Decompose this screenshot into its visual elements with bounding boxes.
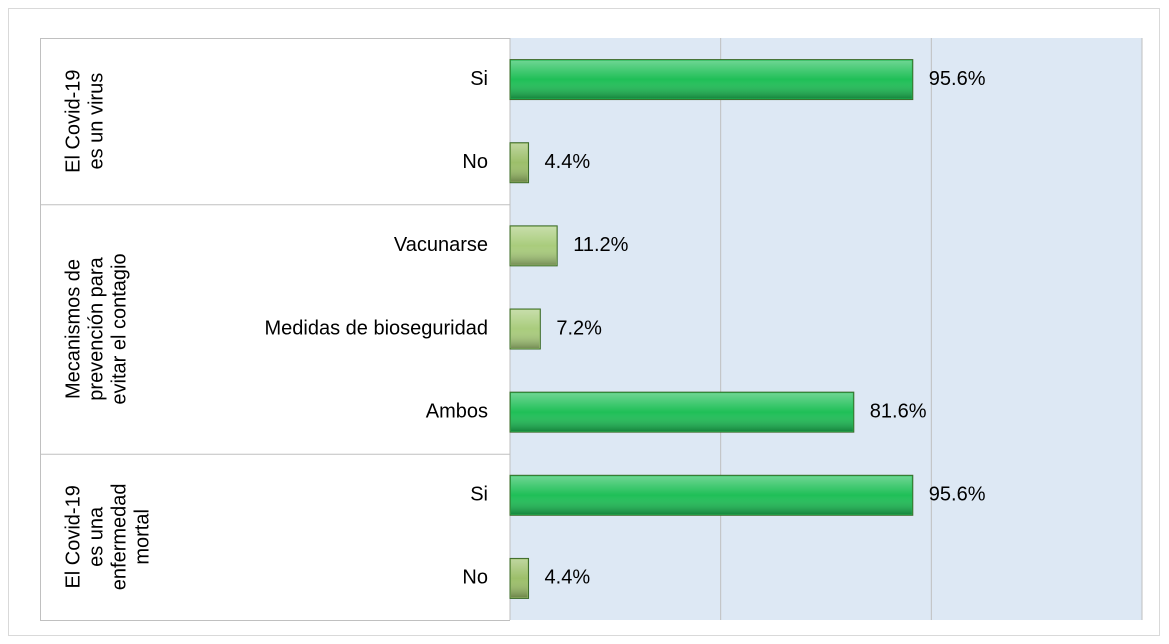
- group-label: es un virus: [85, 73, 107, 170]
- category-label: Si: [470, 68, 488, 90]
- group-label: enfermedad: [108, 483, 130, 590]
- bar-shade: [511, 476, 912, 515]
- group-label: prevención para: [85, 256, 107, 400]
- bar-shade: [511, 559, 528, 598]
- category-label: Ambos: [426, 400, 488, 422]
- value-label: 95.6%: [929, 68, 986, 90]
- value-label: 4.4%: [545, 151, 591, 173]
- group-label: es una: [85, 506, 107, 567]
- plot-area: [510, 38, 1142, 620]
- group-label: evitar el contagio: [108, 253, 130, 404]
- value-label: 7.2%: [556, 317, 602, 339]
- value-label: 81.6%: [870, 400, 927, 422]
- value-label: 11.2%: [573, 234, 628, 256]
- bar-shade: [511, 226, 557, 265]
- category-label: Vacunarse: [394, 234, 488, 256]
- bar-shade: [511, 143, 528, 182]
- value-label: 4.4%: [545, 567, 591, 589]
- category-label: Si: [470, 484, 488, 506]
- category-label: Medidas de bioseguridad: [265, 317, 489, 339]
- bar-shade: [511, 393, 853, 432]
- category-label: No: [462, 151, 488, 173]
- bar-shade: [511, 60, 912, 99]
- category-label: No: [462, 567, 488, 589]
- group-label: mortal: [131, 509, 153, 565]
- group-label: El Covid-19: [62, 69, 84, 172]
- bar-shade: [511, 310, 540, 348]
- group-label: El Covid-19: [62, 485, 84, 588]
- group-label: Mecanismos de: [62, 259, 84, 399]
- value-label: 95.6%: [929, 484, 986, 506]
